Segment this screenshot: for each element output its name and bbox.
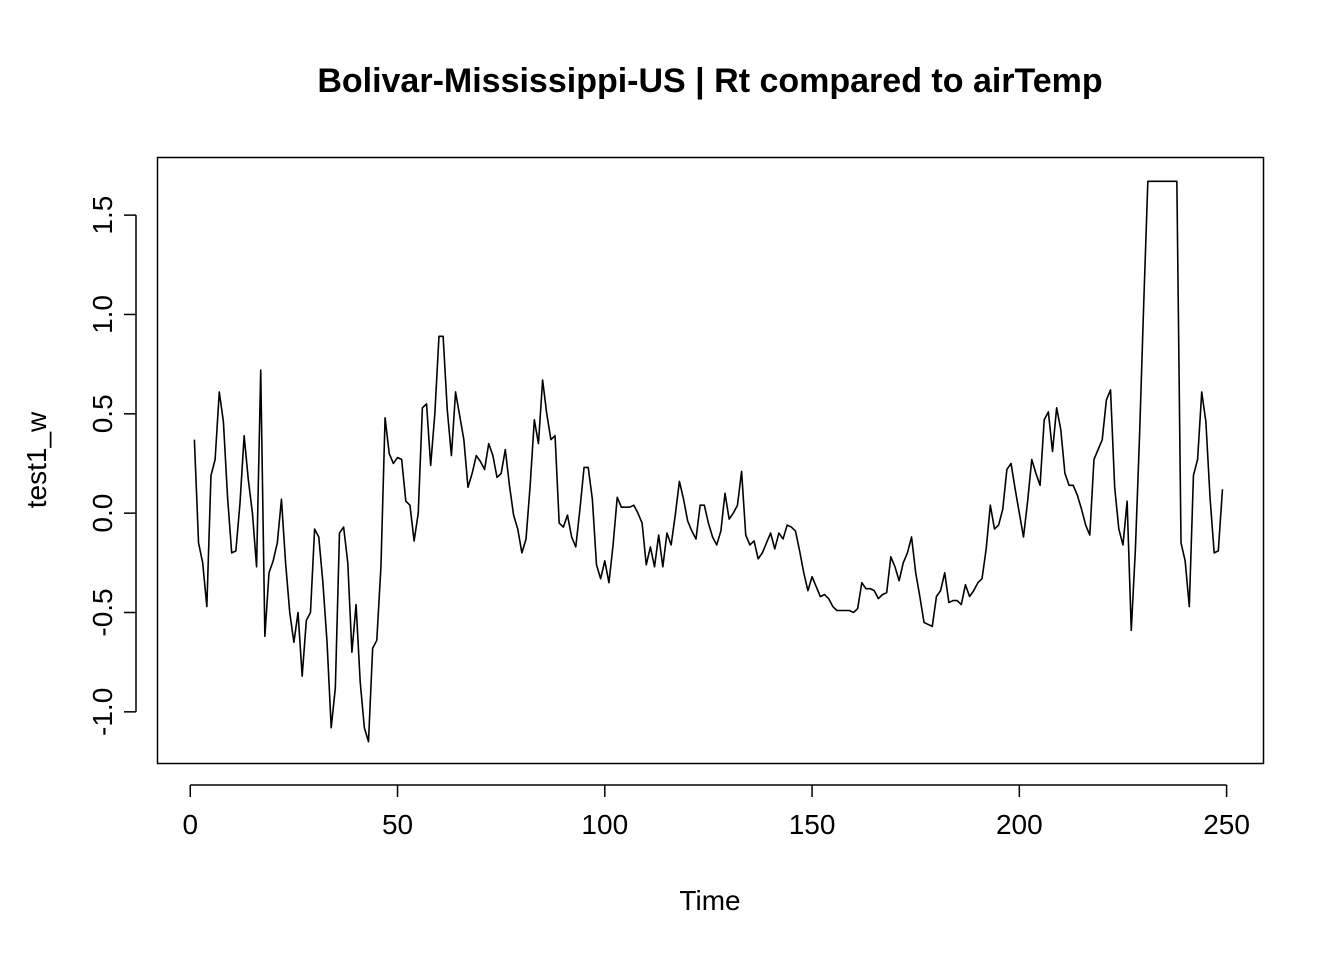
- chart-title: Bolivar-Mississippi-US | Rt compared to …: [317, 62, 1102, 100]
- x-tick-label: 150: [789, 809, 836, 840]
- series-line: [193, 180, 1224, 743]
- x-axis: 0 50 100 150 200 250: [182, 784, 1250, 840]
- y-tick-label: -1.0: [87, 688, 118, 736]
- x-axis-label: Time: [679, 885, 740, 916]
- plot-frame: [156, 156, 1265, 765]
- series-layer: [193, 180, 1224, 743]
- x-tick-label: 50: [382, 809, 413, 840]
- y-tick-label: 1.0: [87, 295, 118, 334]
- x-tick-label: 200: [996, 809, 1043, 840]
- x-tick-label: 250: [1203, 809, 1250, 840]
- y-axis-label: test1_w: [21, 411, 52, 508]
- y-tick-label: 0.0: [87, 494, 118, 533]
- x-tick-label: 100: [581, 809, 628, 840]
- y-tick-label: 0.5: [87, 394, 118, 433]
- y-tick-label: 1.5: [87, 196, 118, 235]
- x-tick-label: 0: [182, 809, 198, 840]
- y-axis: -1.0 -0.5 0.0 0.5 1.0 1.5: [87, 196, 137, 736]
- y-tick-label: -0.5: [87, 588, 118, 636]
